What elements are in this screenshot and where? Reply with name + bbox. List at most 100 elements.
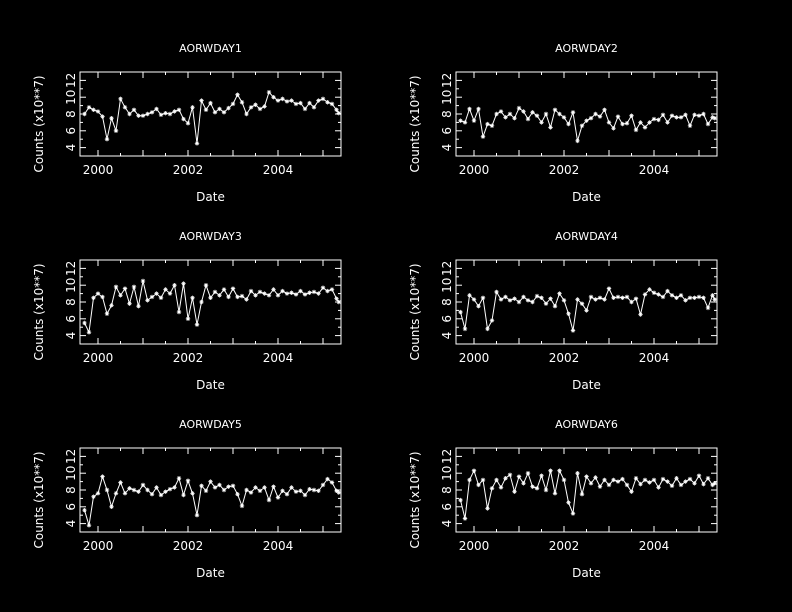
x-tick-label: 2004	[639, 163, 670, 177]
data-point-marker	[584, 474, 589, 479]
data-point-marker	[480, 134, 486, 139]
x-tick-label: 2000	[83, 163, 114, 177]
data-point-marker	[570, 328, 576, 333]
y-tick-label: 12	[440, 73, 454, 88]
data-point-marker	[498, 109, 504, 114]
data-point-marker	[194, 322, 200, 327]
data-point-marker	[521, 294, 526, 300]
data-point-marker	[611, 477, 616, 483]
data-point-marker	[226, 294, 231, 300]
data-point-marker	[190, 491, 195, 496]
data-point-marker	[615, 479, 621, 484]
data-point-marker	[235, 294, 240, 300]
data-point-marker	[485, 506, 490, 511]
data-point-marker	[289, 98, 294, 103]
data-point-marker	[584, 308, 589, 313]
data-point-marker	[548, 125, 553, 130]
data-point-marker	[647, 120, 652, 125]
x-tick-label: 2004	[639, 351, 670, 365]
data-point-marker	[167, 291, 173, 296]
data-point-marker	[611, 126, 616, 131]
data-point-marker	[566, 311, 571, 316]
data-point-marker	[266, 89, 272, 95]
data-point-marker	[113, 284, 119, 290]
data-point-marker	[316, 488, 321, 494]
y-axis-label: Counts (x10**7)	[32, 451, 46, 548]
data-point-marker	[480, 477, 486, 483]
data-point-marker	[316, 291, 321, 296]
chart-title: AORWDAY3	[179, 230, 242, 243]
data-point-marker	[575, 297, 580, 302]
data-point-marker	[212, 485, 218, 490]
chart-title: AORWDAY1	[179, 42, 242, 55]
data-point-marker	[230, 483, 236, 488]
y-tick-label: 4	[64, 520, 78, 528]
data-point-marker	[602, 107, 607, 112]
data-point-marker	[557, 468, 562, 473]
y-tick-label: 10	[440, 466, 454, 481]
y-tick-label: 4	[64, 144, 78, 152]
data-point-marker	[221, 287, 227, 292]
data-point-marker	[275, 293, 281, 298]
data-point-marker	[712, 116, 717, 121]
data-point-marker	[203, 283, 209, 288]
data-point-marker	[307, 486, 312, 492]
data-point-marker	[615, 294, 621, 300]
data-point-marker	[705, 476, 711, 481]
data-point-marker	[633, 127, 639, 133]
y-axis-label: Counts (x10**7)	[408, 451, 422, 548]
data-point-marker	[208, 295, 213, 300]
data-point-marker	[212, 289, 218, 295]
chart-title: AORWDAY5	[179, 418, 242, 431]
data-point-marker	[552, 107, 558, 112]
data-point-marker	[539, 473, 544, 478]
data-point-marker	[669, 113, 675, 118]
data-point-marker	[620, 476, 625, 482]
data-point-marker	[221, 110, 227, 115]
data-point-marker	[543, 487, 549, 493]
data-point-marker	[185, 478, 191, 483]
x-axis-label: Date	[572, 378, 601, 392]
data-point-marker	[302, 106, 308, 112]
data-point-marker	[140, 482, 146, 488]
data-point-marker	[665, 288, 670, 294]
data-point-marker	[485, 121, 490, 127]
data-point-marker	[620, 295, 625, 300]
data-point-marker	[131, 487, 137, 493]
chart-title: AORWDAY4	[555, 230, 618, 243]
data-point-marker	[266, 293, 272, 298]
x-tick-label: 2002	[549, 163, 580, 177]
data-point-marker	[181, 116, 186, 122]
data-point-marker	[113, 491, 119, 496]
data-point-marker	[158, 295, 164, 300]
data-point-marker	[280, 96, 285, 102]
data-point-marker	[712, 481, 717, 486]
y-tick-label: 4	[440, 520, 454, 528]
data-point-marker	[158, 492, 164, 498]
data-point-marker	[507, 298, 513, 303]
data-point-marker	[575, 471, 580, 476]
data-point-marker	[109, 303, 114, 308]
data-point-marker	[149, 492, 155, 497]
y-axis-label: Counts (x10**7)	[408, 263, 422, 360]
y-tick-label: 4	[440, 144, 454, 152]
chart-panel-3: AORWDAY3 2000 2002 2004 4 6 8 10 12 Date Counts (x…	[32, 230, 342, 392]
data-point-marker	[91, 295, 96, 300]
data-point-marker	[307, 100, 312, 106]
data-point-marker	[100, 114, 105, 119]
data-point-marker	[131, 284, 137, 290]
data-point-marker	[199, 483, 204, 488]
data-point-marker	[566, 121, 571, 127]
data-point-marker	[230, 101, 236, 107]
data-point-marker	[320, 285, 326, 290]
data-point-marker	[705, 121, 711, 127]
data-point-marker	[104, 311, 110, 316]
data-point-marker	[181, 492, 186, 498]
data-point-marker	[611, 295, 616, 300]
data-point-marker	[208, 479, 213, 484]
data-point-marker	[606, 482, 612, 488]
data-point-marker	[534, 293, 540, 299]
data-point-marker	[494, 111, 499, 117]
data-point-marker	[530, 110, 535, 115]
data-point-marker	[476, 482, 481, 488]
